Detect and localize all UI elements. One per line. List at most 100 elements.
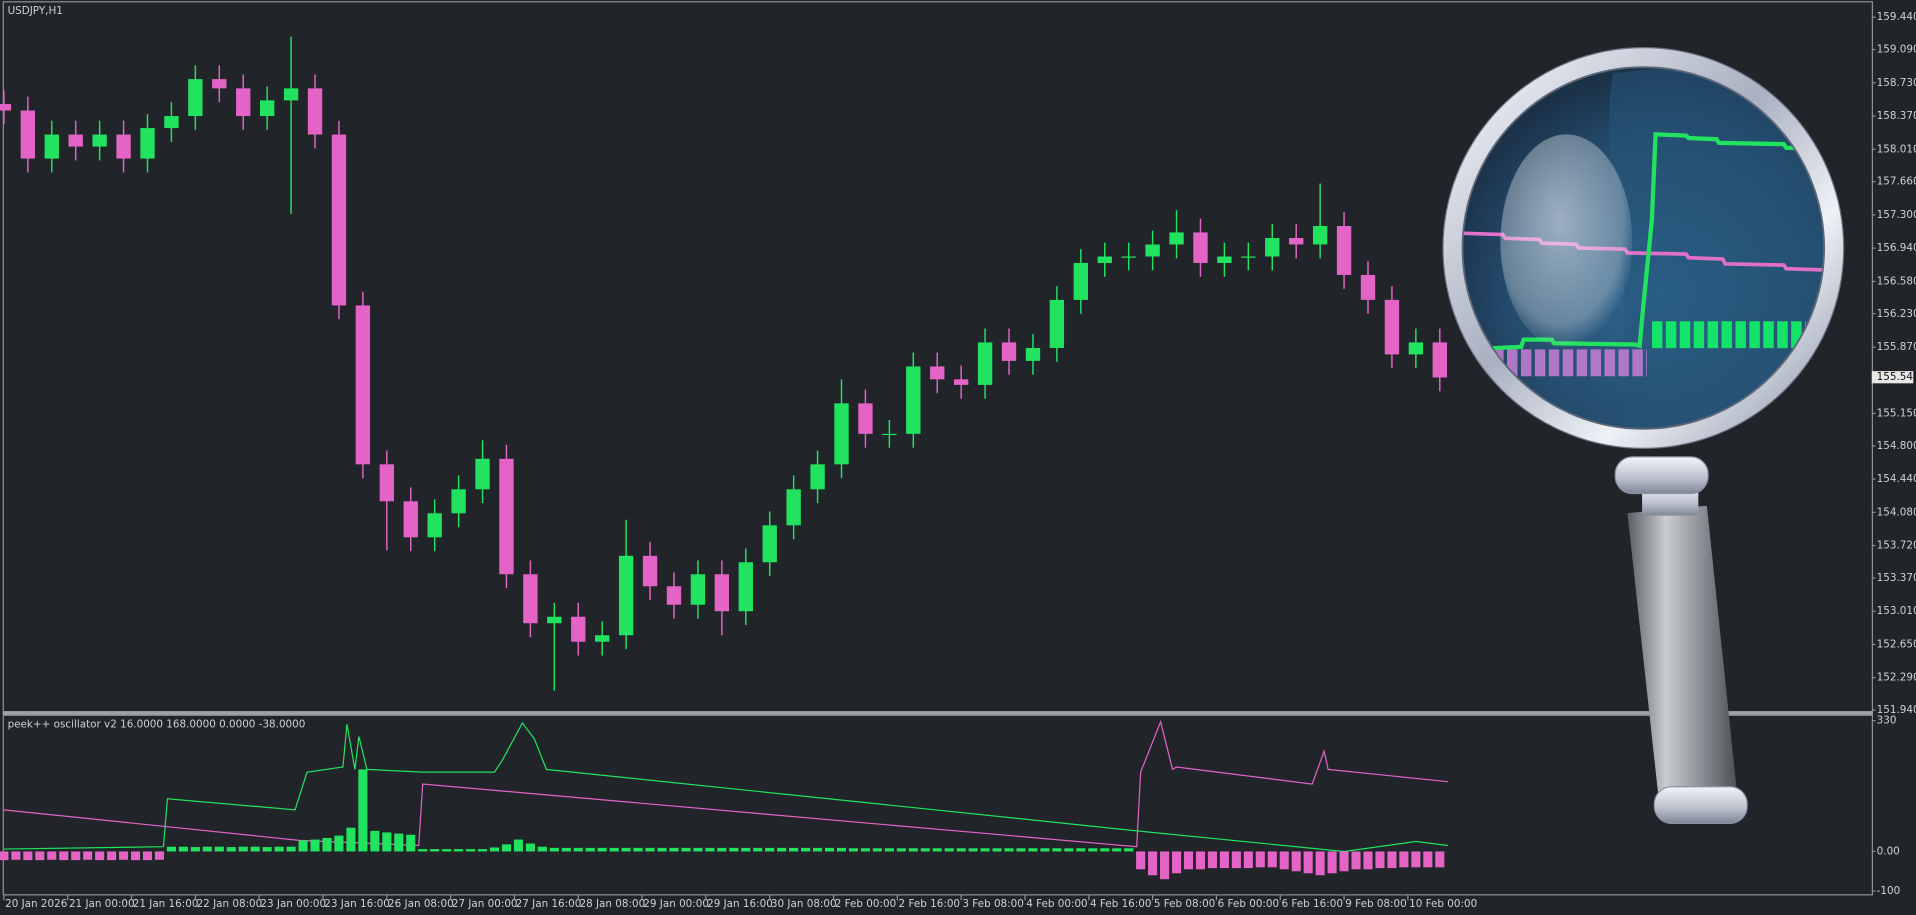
candle-body [403,501,418,538]
x-tick-label: 4 Feb 00:00 [1026,898,1087,910]
histogram-bar [430,849,440,852]
histogram-bar [0,851,9,861]
candle-body [259,100,275,117]
magnifier-ring [1442,47,1844,449]
histogram-bar [358,769,368,852]
candle-body [236,88,251,117]
histogram-bar [1375,851,1385,869]
histogram-bar [836,847,847,852]
histogram-bar [454,849,464,852]
histogram-bar [501,844,512,852]
x-tick-label: 5 Feb 08:00 [1154,898,1215,910]
histogram-bar [11,851,21,860]
histogram-bar [1387,851,1397,869]
candle-body [953,379,969,385]
x-tick-label: 22 Jan 08:00 [197,898,263,910]
histogram-bar [573,847,583,852]
candle-body [1025,347,1041,361]
histogram-bar [633,847,643,852]
y-tick-label: 159.090 [1877,44,1916,56]
histogram-bar [166,846,176,852]
x-tick-label: 20 Jan 2026 [5,898,67,910]
histogram-bar [23,851,33,861]
histogram-bar [178,846,188,852]
candle-body [547,616,562,624]
x-tick-label: 26 Jan 08:00 [388,898,454,910]
histogram-bar [1423,851,1433,868]
x-tick-label: 21 Jan 16:00 [133,898,199,910]
histogram-bar [274,846,284,852]
y-tick-label: 156.230 [1877,308,1916,320]
histogram-bar [1303,851,1313,874]
candle-body [1169,232,1184,245]
histogram-bar [645,847,655,852]
candle-body [1384,299,1400,355]
histogram-bar [238,846,248,852]
candle-body [1360,274,1376,300]
histogram-bar [418,849,428,852]
histogram-bar [525,843,535,852]
histogram-bar [1207,851,1217,869]
y-tick-label: 154.800 [1877,440,1916,452]
histogram-bar [1255,851,1265,868]
candle-body [68,134,83,147]
histogram-bar [1399,851,1409,868]
x-tick-label: 29 Jan 00:00 [643,898,709,910]
histogram-bar [346,827,356,852]
histogram-bar [262,847,272,852]
histogram-bar [717,847,727,852]
y-tick-label: 155.870 [1877,341,1916,353]
histogram-bar [35,851,45,861]
candle-body [930,366,945,380]
histogram-bar [693,847,703,852]
candle-body [1145,244,1160,257]
candle-body [331,134,347,306]
y-tick-label: 158.730 [1877,77,1916,89]
histogram-bar [1052,848,1062,852]
y-tick-label: 157.660 [1877,176,1916,188]
candle-body [212,79,227,89]
histogram-bar [1315,851,1325,876]
candle-body [499,458,514,575]
x-tick-label: 3 Feb 08:00 [962,898,1023,910]
candle-body [307,88,323,135]
histogram-bar [1243,851,1253,869]
histogram-bar [466,849,476,852]
indicator-line [3,721,1448,853]
candle-body [1193,232,1208,263]
histogram-bar [597,847,607,852]
histogram-bar [1363,851,1373,870]
candle-body [188,79,203,117]
magnifier-ring-inner [1461,66,1826,430]
candle-body [379,464,394,502]
histogram-bar [1004,848,1014,852]
candle-body [690,574,706,605]
indicator-line [3,719,1448,848]
magnifier-ring-outer [1442,47,1845,449]
y-tick-label: 155.150 [1877,408,1916,420]
histogram-bar [1040,848,1050,852]
y-tick-label: 153.010 [1877,605,1916,617]
candle-body [714,574,730,612]
candle-body [1097,256,1112,263]
histogram-bar [1136,851,1146,870]
candle-body [738,562,753,612]
histogram-bar [1100,848,1110,852]
histogram-bar [681,847,691,852]
histogram-bar [1088,848,1098,852]
x-tick-label: 6 Feb 16:00 [1281,898,1342,910]
histogram-bar [956,848,966,852]
histogram-bar [1411,851,1421,868]
histogram-bar [250,846,260,852]
pane-separator [2,711,1873,716]
y-tick-label: 153.370 [1877,572,1916,584]
y-tick-label: 152.290 [1877,672,1916,684]
histogram-bar [944,848,954,852]
histogram-bar [741,847,751,852]
histogram-bar [1435,851,1445,868]
histogram-bar [884,848,894,852]
x-tick-label: 2 Feb 00:00 [835,898,896,910]
histogram-bar [1124,848,1134,852]
histogram-bar [1016,848,1026,852]
x-tick-label: 21 Jan 00:00 [69,898,135,910]
